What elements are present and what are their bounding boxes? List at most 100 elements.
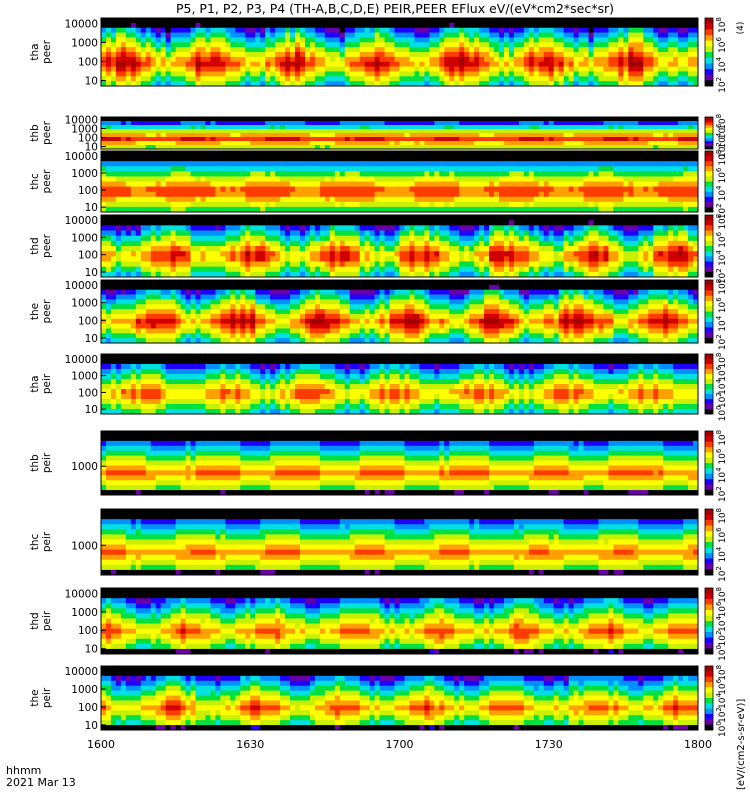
spectrogram-image — [101, 509, 699, 576]
y-tick-label: 10000 — [65, 215, 98, 227]
x-tick-label: 1630 — [236, 738, 264, 751]
x-tick-label: 1600 — [87, 738, 115, 751]
spectrogram-image — [101, 354, 699, 415]
colorbar-label: (4) — [736, 22, 746, 35]
spectrogram-image — [101, 431, 699, 496]
panel-frame — [100, 150, 699, 213]
colorbar-tick-label: 104 — [715, 250, 728, 266]
x-tick-label: 1700 — [386, 738, 414, 751]
colorbar-tick-label: 108 — [715, 665, 728, 681]
y-tick-label: 10 — [85, 404, 98, 416]
colorbar-tick-label: 102 — [715, 566, 728, 582]
colorbar-tick-label: 108 — [715, 508, 728, 524]
panel-label: tha — [29, 375, 41, 392]
panel-frame — [100, 116, 699, 150]
panel-label: the — [29, 303, 41, 320]
panel-label: thc — [29, 534, 41, 551]
y-tick-label: 1000 — [71, 371, 98, 383]
panel-frame — [100, 430, 699, 496]
y-tick-label: 1000 — [71, 168, 98, 180]
colorbar-units-label: [eV/(cm2-s-sr-eV)] — [736, 699, 747, 790]
y-tick-label: 100 — [78, 387, 98, 399]
colorbar-tick-label: 106 — [715, 167, 728, 183]
panel-label: peer — [41, 233, 53, 258]
y-tick-label: 100 — [78, 250, 98, 262]
y-tick-label: 10000 — [65, 18, 98, 30]
colorbar-tick-label: 102 — [715, 77, 728, 93]
panel-thb-peir: 1000 thb peir 108 106 104 102 — [29, 430, 728, 502]
panel-thc-peir: 1000 thc peir 108 106 104 102 — [29, 508, 728, 582]
x-tick-label: 1730 — [535, 738, 563, 751]
x-axis-label-hhmm: hhmm — [6, 764, 41, 777]
panel-frame — [100, 214, 699, 278]
figure-title: P5, P1, P2, P3, P4 (TH-A,B,C,D,E) PEIR,P… — [176, 1, 614, 16]
spectrogram-image — [101, 215, 699, 278]
y-tick-label: 100 — [78, 702, 98, 714]
spectrogram-image — [101, 588, 699, 655]
panel-label: peir — [41, 531, 53, 552]
y-tick-label: 10000 — [65, 354, 98, 366]
panel-label: peir — [41, 373, 53, 394]
x-axis: 1600 1630 1700 1730 1800 — [87, 725, 712, 751]
panel-label: tha — [29, 43, 41, 60]
y-tick-label: 1000 — [71, 298, 98, 310]
panel-label: peer — [41, 299, 53, 324]
panel-frame — [100, 508, 699, 576]
colorbar-tick-label: 106 — [715, 448, 728, 464]
x-axis-label-date: 2021 Mar 13 — [6, 776, 76, 789]
y-tick-label: 1000 — [71, 607, 98, 619]
colorbar-tick-label: 104 — [715, 315, 728, 331]
colorbar-tick-label: 106 — [715, 231, 728, 247]
y-tick-label: 10000 — [65, 115, 98, 127]
panel-label: thd — [29, 237, 41, 254]
panel-frame — [100, 17, 699, 87]
y-tick-label: 10000 — [65, 666, 98, 678]
y-tick-label: 1000 — [71, 37, 98, 49]
spectrogram-image — [101, 151, 699, 213]
panel-label: thb — [29, 454, 41, 472]
panel-frame — [100, 279, 699, 344]
panel-frame — [100, 353, 699, 415]
panel-tha-peer: 10000 1000 100 10 tha peer 108 106 104 102 (4) — [29, 17, 746, 93]
colorbar: 108 106 104 102 (4) — [704, 17, 746, 93]
y-tick-label: 1000 — [71, 232, 98, 244]
colorbar-tick-label: 104 — [715, 56, 728, 72]
panel-frame — [100, 587, 699, 655]
spectrogram-image — [101, 117, 699, 150]
colorbar-tick-label: 106 — [715, 297, 728, 313]
panel-label: peer — [41, 39, 53, 64]
colorbar-tick-label: 104 — [715, 546, 728, 562]
y-tick-label: 100 — [78, 57, 98, 69]
panel-label: peir — [41, 452, 53, 473]
spectrogram-image — [101, 18, 699, 87]
y-tick-label: 10 — [85, 644, 98, 656]
y-tick-label: 10 — [85, 202, 98, 214]
y-tick-label: 10 — [85, 141, 98, 153]
y-tick-label: 100 — [78, 185, 98, 197]
colorbar-tick-label: 102 — [715, 486, 728, 502]
panel-label: peir — [41, 610, 53, 631]
colorbar-tick-label: 104 — [715, 467, 728, 483]
y-tick-label: 1000 — [71, 124, 98, 136]
colorbar-tick-label: 106 — [715, 37, 728, 53]
y-tick-label: 10 — [85, 333, 98, 345]
y-tick-label: 10 — [85, 267, 98, 279]
y-tick-label: 1000 — [71, 461, 98, 473]
y-tick-label: 10 — [85, 76, 98, 88]
panel-label: the — [29, 689, 41, 706]
colorbar-tick-label: 104 — [715, 185, 728, 201]
